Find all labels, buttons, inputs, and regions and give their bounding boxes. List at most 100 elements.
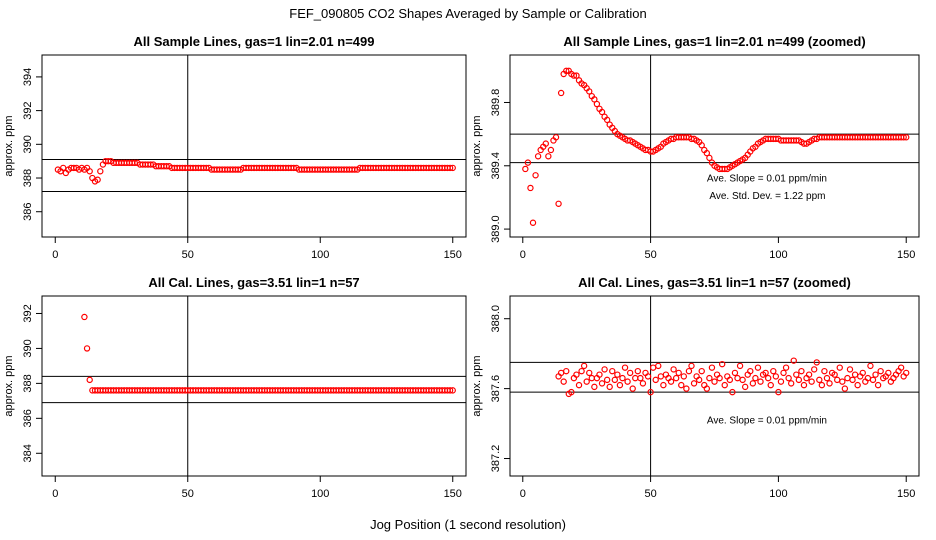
data-point	[793, 371, 800, 378]
data-point	[903, 369, 910, 377]
x-tick-label: 150	[444, 249, 462, 261]
data-point	[568, 388, 575, 396]
data-point	[775, 388, 782, 396]
plot-frame	[509, 295, 920, 477]
data-point	[667, 378, 675, 385]
data-point	[741, 383, 749, 391]
chart-panel-1: All Sample Lines, gas=1 lin=2.01 n=499 0 5…	[3, 34, 467, 261]
chart-title: All Sample Lines, gas=1 lin=2.01 n=499 (…	[563, 34, 865, 49]
data-point	[747, 367, 754, 375]
data-point	[846, 366, 854, 373]
data-point	[670, 366, 677, 373]
data-point	[655, 362, 662, 370]
data-point	[522, 165, 529, 173]
data-point	[836, 364, 843, 371]
data-point	[698, 142, 705, 149]
data-point	[752, 374, 759, 382]
x-tick-label: 0	[52, 249, 58, 261]
plot-frame	[41, 295, 467, 477]
data-point	[86, 376, 93, 384]
data-point	[626, 369, 634, 377]
chart-annotation: Ave. Slope = 0.01 ppm/min	[707, 416, 827, 427]
x-tick-label: 100	[311, 488, 329, 500]
data-point	[831, 371, 838, 378]
data-point	[586, 369, 593, 377]
data-point	[869, 376, 877, 384]
data-point	[874, 381, 882, 389]
data-point	[629, 385, 636, 392]
data-point	[849, 376, 856, 384]
data-point	[446, 387, 454, 394]
y-tick-label: 387.2	[490, 445, 502, 473]
data-point	[83, 345, 91, 352]
data-point	[591, 96, 598, 103]
data-point	[703, 385, 711, 392]
data-point	[826, 380, 833, 387]
data-point	[821, 367, 828, 375]
data-point	[823, 374, 831, 382]
y-axis-label: approx. ppm	[471, 355, 483, 416]
x-tick-label: 50	[644, 249, 656, 261]
data-point	[575, 381, 583, 389]
y-tick-label: 389.0	[490, 215, 502, 243]
y-axis-label: approx. ppm	[3, 355, 15, 416]
data-point	[603, 116, 611, 124]
data-point	[591, 383, 598, 391]
data-point	[816, 376, 823, 384]
chart-title: All Cal. Lines, gas=3.51 lin=1 n=57	[148, 275, 359, 290]
x-tick-label: 100	[769, 249, 787, 261]
data-point	[859, 369, 866, 377]
data-point	[614, 371, 621, 378]
x-tick-label: 150	[897, 249, 915, 261]
data-point	[872, 371, 879, 378]
data-point	[598, 108, 606, 116]
data-point	[810, 366, 818, 373]
data-point	[708, 364, 716, 371]
data-point	[660, 381, 667, 389]
data-point	[606, 383, 613, 391]
data-point	[754, 364, 762, 371]
data-point	[611, 376, 619, 384]
data-point	[903, 134, 910, 141]
data-point	[449, 387, 456, 394]
data-point	[721, 381, 728, 389]
data-point	[94, 176, 101, 183]
data-point	[885, 369, 892, 377]
data-point	[570, 72, 578, 79]
figure-xlabel: Jog Position (1 second resolution)	[370, 517, 566, 532]
data-point	[706, 154, 713, 162]
data-point	[777, 378, 785, 385]
data-point	[818, 381, 826, 389]
data-point	[573, 371, 580, 378]
x-tick-label: 0	[520, 488, 526, 500]
data-point	[534, 153, 542, 160]
y-axis-label: approx. ppm	[3, 115, 15, 176]
y-tick-label: 392	[22, 101, 34, 119]
data-point	[841, 385, 849, 392]
data-point	[706, 374, 713, 382]
data-point	[657, 373, 665, 380]
x-tick-label: 50	[182, 488, 194, 500]
y-axis-label: approx. ppm	[471, 115, 483, 176]
x-tick-label: 100	[769, 488, 787, 500]
data-point	[736, 362, 744, 370]
data-point	[557, 89, 565, 97]
data-point	[652, 376, 659, 384]
data-point	[678, 381, 685, 389]
data-point	[877, 367, 884, 375]
data-point	[647, 388, 654, 396]
data-point	[97, 168, 104, 175]
data-point	[619, 374, 626, 382]
y-tick-label: 388	[22, 169, 34, 187]
data-point	[588, 374, 596, 382]
data-point	[780, 369, 787, 377]
data-point	[586, 88, 593, 95]
data-point	[690, 380, 698, 387]
data-point	[770, 367, 777, 375]
data-point	[632, 374, 639, 382]
figure-title: FEF_090805 CO2 Shapes Averaged by Sample…	[289, 6, 646, 21]
data-point	[800, 381, 808, 389]
data-point	[897, 364, 905, 371]
data-point	[731, 369, 739, 377]
data-point	[762, 369, 769, 377]
